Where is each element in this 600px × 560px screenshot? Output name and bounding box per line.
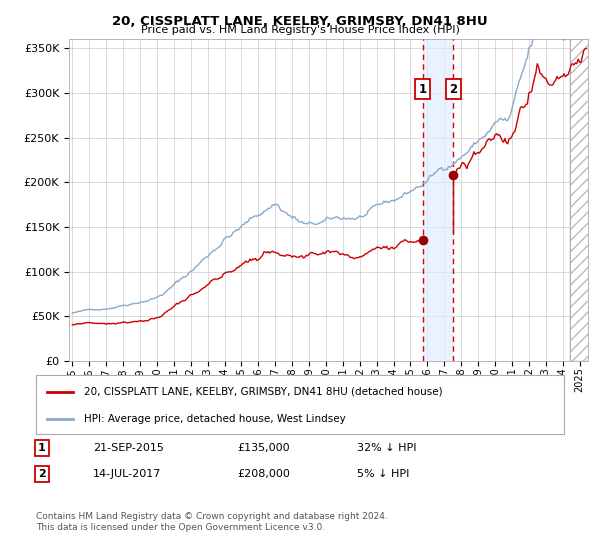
Text: Price paid vs. HM Land Registry's House Price Index (HPI): Price paid vs. HM Land Registry's House … [140,25,460,35]
Text: 20, CISSPLATT LANE, KEELBY, GRIMSBY, DN41 8HU: 20, CISSPLATT LANE, KEELBY, GRIMSBY, DN4… [112,15,488,28]
Text: 14-JUL-2017: 14-JUL-2017 [93,469,161,479]
Text: 2: 2 [449,83,457,96]
Text: 1: 1 [38,443,46,453]
Bar [570,39,600,361]
Text: £135,000: £135,000 [237,443,290,453]
Text: 20, CISSPLATT LANE, KEELBY, GRIMSBY, DN41 8HU (detached house): 20, CISSPLATT LANE, KEELBY, GRIMSBY, DN4… [83,386,442,396]
Text: Contains HM Land Registry data © Crown copyright and database right 2024.
This d: Contains HM Land Registry data © Crown c… [36,512,388,532]
Text: 32% ↓ HPI: 32% ↓ HPI [357,443,416,453]
Text: HPI: Average price, detached house, West Lindsey: HPI: Average price, detached house, West… [83,414,345,424]
Text: 5% ↓ HPI: 5% ↓ HPI [357,469,409,479]
Text: 2: 2 [38,469,46,479]
Text: 21-SEP-2015: 21-SEP-2015 [93,443,164,453]
Bar [422,39,453,361]
Text: 1: 1 [419,83,427,96]
Text: £208,000: £208,000 [237,469,290,479]
FancyBboxPatch shape [36,375,564,434]
